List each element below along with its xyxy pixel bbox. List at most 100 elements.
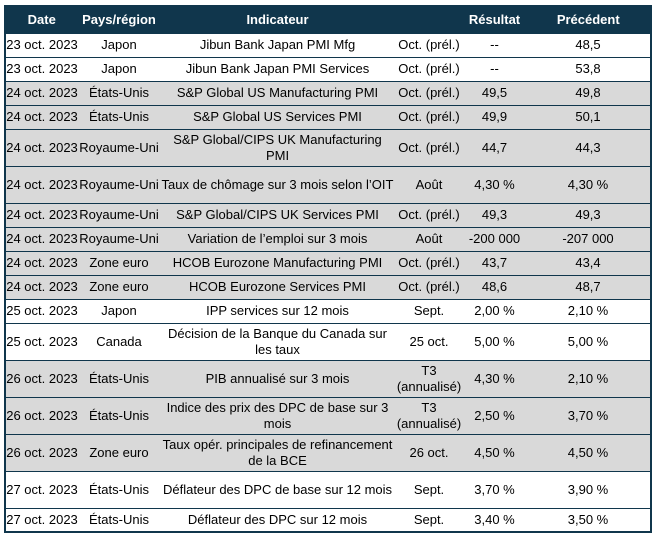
cell-result: 2,00 % xyxy=(463,298,526,324)
cell-indicator: Décision de la Banque du Canada sur les … xyxy=(160,322,395,361)
cell-period: Sept. xyxy=(395,470,463,509)
cell-indicator: Jibun Bank Japan PMI Mfg xyxy=(160,32,395,58)
cell-region: Royaume-Uni xyxy=(78,165,160,204)
cell-result: 2,50 % xyxy=(463,396,526,435)
cell-result: -200 000 xyxy=(463,226,526,252)
column-header-indicator: Indicateur xyxy=(159,5,396,34)
cell-date: 24 oct. 2023 xyxy=(5,104,78,130)
column-header-result: Résultat xyxy=(462,5,527,34)
cell-date: 26 oct. 2023 xyxy=(5,359,78,398)
cell-previous: 5,00 % xyxy=(526,322,651,361)
cell-period: Oct. (prél.) xyxy=(395,56,463,82)
cell-previous: 49,8 xyxy=(526,80,651,106)
column-header-previous: Précédent xyxy=(525,5,652,34)
cell-period: T3 (annualisé) xyxy=(395,359,463,398)
cell-date: 24 oct. 2023 xyxy=(5,165,78,204)
table-row: 25 oct. 2023 Canada Décision de la Banque … xyxy=(5,322,651,361)
cell-previous: 43,4 xyxy=(526,250,651,276)
cell-indicator: Variation de l’emploi sur 3 mois xyxy=(160,226,395,252)
table-body: 23 oct. 2023 Japon Jibun Bank Japan PMI Mf… xyxy=(5,32,651,533)
cell-indicator: S&P Global US Manufacturing PMI xyxy=(160,80,395,106)
table-row: 24 oct. 2023 Zone euro HCOB Eurozone Servi… xyxy=(5,274,651,300)
table-row: 27 oct. 2023 États-Unis Déflateur des DPC … xyxy=(5,470,651,509)
cell-period: Oct. (prél.) xyxy=(395,202,463,228)
table-row: 24 oct. 2023 Royaume-Uni Taux de chômage s… xyxy=(5,165,651,204)
cell-previous: 2,10 % xyxy=(526,359,651,398)
cell-result: 4,30 % xyxy=(463,165,526,204)
cell-indicator: Jibun Bank Japan PMI Services xyxy=(160,56,395,82)
table-row: 27 oct. 2023 États-Unis Déflateur des DPC … xyxy=(5,507,651,533)
cell-result: 48,6 xyxy=(463,274,526,300)
table-row: 25 oct. 2023 Japon IPP services sur 12 moi… xyxy=(5,298,651,324)
cell-indicator: Déflateur des DPC sur 12 mois xyxy=(160,507,395,533)
cell-previous: -207 000 xyxy=(526,226,651,252)
cell-result: 3,40 % xyxy=(463,507,526,533)
table-row: 23 oct. 2023 Japon Jibun Bank Japan PMI Se… xyxy=(5,56,651,82)
cell-region: États-Unis xyxy=(78,470,160,509)
cell-indicator: HCOB Eurozone Services PMI xyxy=(160,274,395,300)
cell-previous: 3,50 % xyxy=(526,507,651,533)
cell-region: Royaume-Uni xyxy=(78,128,160,167)
cell-period: Oct. (prél.) xyxy=(395,274,463,300)
cell-result: -- xyxy=(463,32,526,58)
cell-result: 4,30 % xyxy=(463,359,526,398)
cell-period: Sept. xyxy=(395,507,463,533)
cell-date: 26 oct. 2023 xyxy=(5,396,78,435)
cell-period: Oct. (prél.) xyxy=(395,104,463,130)
cell-indicator: Indice des prix des DPC de base sur 3 mo… xyxy=(160,396,395,435)
column-header-period xyxy=(394,5,464,34)
cell-indicator: PIB annualisé sur 3 mois xyxy=(160,359,395,398)
cell-date: 24 oct. 2023 xyxy=(5,274,78,300)
cell-region: Japon xyxy=(78,56,160,82)
cell-date: 24 oct. 2023 xyxy=(5,128,78,167)
table-row: 24 oct. 2023 Royaume-Uni S&P Global/CIPS U… xyxy=(5,202,651,228)
cell-date: 24 oct. 2023 xyxy=(5,80,78,106)
cell-previous: 44,3 xyxy=(526,128,651,167)
cell-region: Zone euro xyxy=(78,433,160,472)
cell-previous: 48,7 xyxy=(526,274,651,300)
cell-period: Oct. (prél.) xyxy=(395,250,463,276)
cell-region: États-Unis xyxy=(78,359,160,398)
cell-period: Août xyxy=(395,226,463,252)
table-row: 26 oct. 2023 Zone euro Taux opér. principa… xyxy=(5,433,651,472)
table-header: Date Pays/région Indicateur Résultat Pré… xyxy=(4,5,652,34)
table-row: 24 oct. 2023 Zone euro HCOB Eurozone Manuf… xyxy=(5,250,651,276)
cell-region: Japon xyxy=(78,32,160,58)
cell-previous: 3,70 % xyxy=(526,396,651,435)
cell-region: Zone euro xyxy=(78,274,160,300)
cell-date: 27 oct. 2023 xyxy=(5,470,78,509)
cell-period: 25 oct. xyxy=(395,322,463,361)
cell-indicator: Taux opér. principales de refinancement … xyxy=(160,433,395,472)
cell-indicator: Taux de chômage sur 3 mois selon l’OIT xyxy=(160,165,395,204)
cell-period: Sept. xyxy=(395,298,463,324)
cell-date: 26 oct. 2023 xyxy=(5,433,78,472)
cell-region: Zone euro xyxy=(78,250,160,276)
cell-previous: 49,3 xyxy=(526,202,651,228)
cell-region: États-Unis xyxy=(78,507,160,533)
cell-result: 44,7 xyxy=(463,128,526,167)
cell-date: 25 oct. 2023 xyxy=(5,298,78,324)
cell-date: 24 oct. 2023 xyxy=(5,202,78,228)
cell-result: -- xyxy=(463,56,526,82)
cell-region: États-Unis xyxy=(78,396,160,435)
cell-indicator: Déflateur des DPC de base sur 12 mois xyxy=(160,470,395,509)
cell-region: Japon xyxy=(78,298,160,324)
cell-period: 26 oct. xyxy=(395,433,463,472)
cell-date: 24 oct. 2023 xyxy=(5,226,78,252)
cell-period: T3 (annualisé) xyxy=(395,396,463,435)
cell-result: 49,5 xyxy=(463,80,526,106)
cell-indicator: S&P Global US Services PMI xyxy=(160,104,395,130)
cell-date: 23 oct. 2023 xyxy=(5,56,78,82)
cell-result: 3,70 % xyxy=(463,470,526,509)
cell-region: États-Unis xyxy=(78,80,160,106)
cell-previous: 4,50 % xyxy=(526,433,651,472)
cell-date: 27 oct. 2023 xyxy=(5,507,78,533)
cell-region: États-Unis xyxy=(78,104,160,130)
cell-previous: 2,10 % xyxy=(526,298,651,324)
table-row: 26 oct. 2023 États-Unis PIB annualisé sur … xyxy=(5,359,651,398)
cell-previous: 48,5 xyxy=(526,32,651,58)
cell-indicator: S&P Global/CIPS UK Manufacturing PMI xyxy=(160,128,395,167)
cell-region: Canada xyxy=(78,322,160,361)
table-row: 24 oct. 2023 Royaume-Uni Variation de l’em… xyxy=(5,226,651,252)
